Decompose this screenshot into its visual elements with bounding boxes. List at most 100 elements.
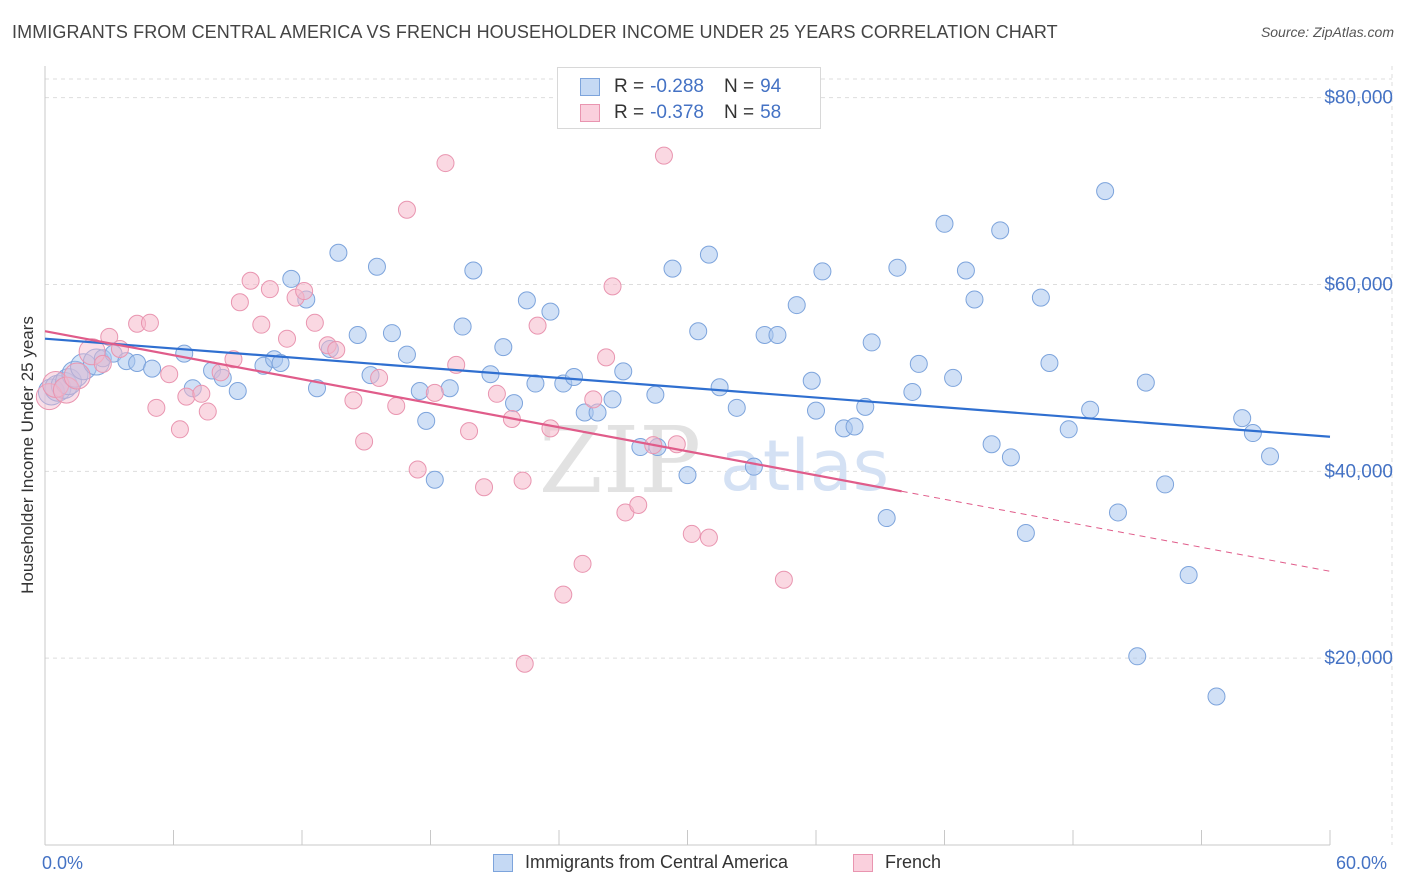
data-point: [1108, 503, 1127, 522]
gridlines: [45, 66, 1393, 845]
data-point: [382, 324, 401, 343]
x-tick-label-max: 60.0%: [1336, 853, 1388, 873]
data-point: [1040, 353, 1059, 372]
legend-swatch-pink: [580, 104, 600, 122]
x-tick-label-min: 0.0%: [42, 853, 84, 873]
data-point: [140, 313, 159, 332]
r-value: -0.288: [650, 76, 704, 97]
data-point: [1136, 373, 1155, 392]
data-point: [654, 146, 673, 165]
y-tick-labels: $20,000 $40,000 $60,000 $80,000: [1324, 88, 1393, 669]
data-point: [230, 293, 249, 312]
data-point: [1059, 420, 1078, 439]
data-point: [175, 344, 194, 363]
data-point: [802, 371, 821, 390]
data-point: [147, 398, 166, 417]
data-point: [678, 466, 697, 485]
data-point: [888, 258, 907, 277]
n-label: N =: [723, 102, 755, 123]
data-point: [944, 368, 963, 387]
axes: [44, 66, 1331, 846]
data-point: [744, 457, 763, 476]
data-point: [629, 495, 648, 514]
data-point: [603, 390, 622, 409]
data-point: [597, 348, 616, 367]
series-swatch-pink: [853, 853, 873, 872]
data-point: [689, 322, 708, 341]
data-point: [128, 353, 147, 372]
data-point: [1207, 687, 1226, 706]
data-point: [355, 432, 374, 451]
data-point: [1261, 447, 1280, 466]
data-point: [699, 528, 718, 547]
source-attribution: Source: ZipAtlas.com: [1260, 24, 1394, 40]
r-label: R =: [614, 102, 645, 123]
data-point: [387, 396, 406, 415]
data-point: [1128, 647, 1147, 666]
n-value: 58: [760, 102, 782, 123]
legend-row-central-america: R = -0.288 N = 94: [580, 75, 787, 99]
data-point: [845, 417, 864, 436]
y-tick-label: $80,000: [1324, 88, 1393, 109]
data-point: [528, 316, 547, 335]
trend-line-dashed: [901, 490, 1331, 572]
data-point: [100, 327, 119, 346]
data-point: [727, 398, 746, 417]
data-point: [408, 460, 427, 479]
data-point: [515, 654, 534, 673]
data-point: [241, 271, 260, 290]
data-point: [252, 315, 271, 334]
data-point: [453, 317, 472, 336]
data-point: [813, 262, 832, 281]
data-point: [682, 524, 701, 543]
series-legend-central-america: Immigrants from Central America: [493, 852, 788, 873]
data-point: [211, 363, 230, 382]
data-point: [513, 471, 532, 490]
data-point: [475, 478, 494, 497]
data-point: [305, 313, 324, 332]
data-point: [1243, 424, 1262, 443]
data-point: [877, 509, 896, 528]
data-point: [344, 391, 363, 410]
data-point: [397, 345, 416, 364]
data-point: [1016, 523, 1035, 542]
data-point: [699, 245, 718, 264]
data-point: [440, 379, 459, 398]
data-point: [584, 390, 603, 409]
data-point: [554, 585, 573, 604]
data-point: [271, 353, 290, 372]
data-point: [52, 376, 80, 404]
n-label: N =: [723, 76, 755, 97]
series-1-points: [35, 146, 793, 673]
data-point: [956, 261, 975, 280]
data-point: [63, 362, 91, 390]
data-point: [614, 362, 633, 381]
n-value: 94: [760, 76, 782, 97]
data-point: [541, 419, 560, 438]
data-point: [397, 200, 416, 219]
data-point: [177, 387, 196, 406]
data-point: [787, 296, 806, 315]
data-point: [1031, 288, 1050, 307]
data-point: [425, 383, 444, 402]
data-point: [417, 411, 436, 430]
data-point: [487, 384, 506, 403]
data-point: [282, 269, 301, 288]
data-point: [1096, 182, 1115, 201]
data-point: [603, 277, 622, 296]
data-point: [903, 382, 922, 401]
data-point: [710, 378, 729, 397]
data-point: [505, 394, 524, 413]
data-point: [260, 280, 279, 299]
legend-swatch-blue: [580, 78, 600, 96]
data-point: [935, 214, 954, 233]
legend-row-french: R = -0.378 N = 58: [580, 101, 787, 125]
data-point: [35, 383, 63, 411]
data-point: [982, 435, 1001, 454]
chart-title: IMMIGRANTS FROM CENTRAL AMERICA VS FRENC…: [12, 22, 1058, 42]
data-point: [494, 338, 513, 357]
data-point: [991, 221, 1010, 240]
data-point: [228, 382, 247, 401]
data-point: [307, 379, 326, 398]
